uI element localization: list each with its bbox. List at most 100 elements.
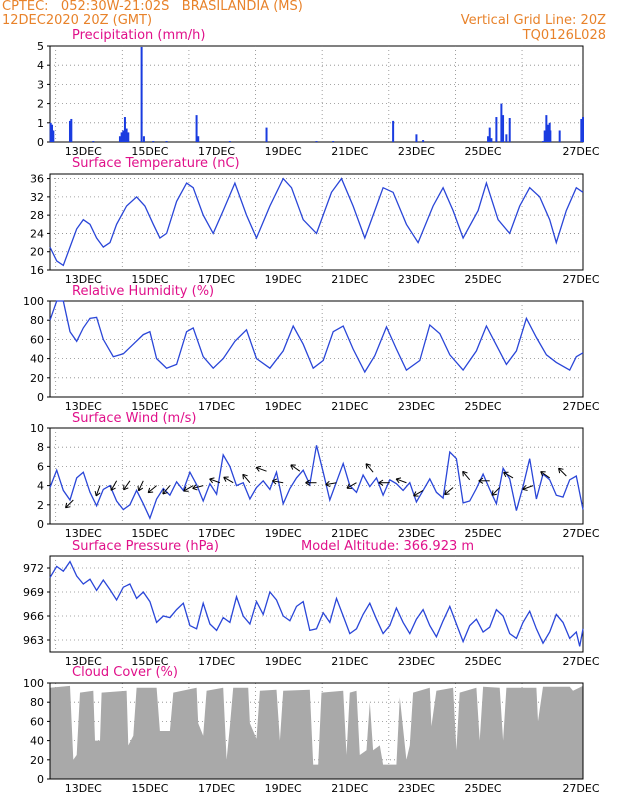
- cloud-ytick-label: 100: [23, 677, 44, 690]
- temp-ytick-label: 32: [30, 191, 44, 204]
- wind-arrow-head: [325, 480, 331, 487]
- temp-title: Surface Temperature (nC): [72, 156, 240, 171]
- wind-arrow: [325, 480, 337, 487]
- wind-arrow-shaft: [123, 480, 131, 491]
- pressure-xtick-label: 27DEC: [562, 655, 599, 668]
- temp-ytick-label: 36: [30, 173, 44, 186]
- wind-arrow: [522, 485, 534, 491]
- cloud-xtick-label: 23DEC: [398, 782, 435, 795]
- wind-ytick-label: 8: [37, 441, 44, 454]
- precip-bar: [392, 120, 395, 142]
- precip-xtick-label: 17DEC: [198, 145, 235, 158]
- temp-ytick-label: 28: [30, 209, 44, 222]
- wind-arrow: [110, 480, 118, 491]
- precip-bar: [70, 118, 73, 142]
- wind-arrow: [255, 465, 267, 472]
- wind-arrow: [491, 487, 501, 496]
- wind-arrow-head: [478, 477, 484, 484]
- precip-bar: [543, 130, 546, 142]
- rh-ytick-label: 20: [30, 372, 44, 385]
- wind-arrow: [305, 479, 317, 486]
- precip-bar: [127, 132, 130, 142]
- pressure-panel: 963 966 969 972 13DEC 15DEC 17DEC 19DEC 21DEC 23D…: [23, 555, 600, 668]
- rh-frame: [49, 300, 584, 398]
- wind-arrow: [478, 477, 490, 484]
- wind-arrow-head: [378, 479, 384, 486]
- wind-arrow-shaft: [110, 480, 118, 491]
- precip-ytick-label: 2: [37, 98, 44, 111]
- wind-ytick-label: 4: [37, 480, 44, 493]
- wind-panel: 0 2 4 6 8 10 13DEC 15DEC 17DEC 19DEC 21DEC 23DEC 25D…: [30, 422, 600, 540]
- precip-bar: [123, 117, 126, 142]
- wind-arrow-head: [558, 467, 564, 474]
- wind-arrow: [147, 485, 157, 494]
- wind-arrow-shaft: [413, 489, 424, 497]
- cloud-ytick-label: 40: [30, 735, 44, 748]
- cloud-ytick-label: 0: [37, 773, 44, 786]
- wind-arrow-head: [192, 484, 198, 491]
- rh-xtick-label: 19DEC: [265, 400, 302, 413]
- precip-xtick-label: 27DEC: [562, 145, 599, 158]
- rh-ytick-label: 100: [23, 295, 44, 308]
- precip-bar: [52, 130, 55, 142]
- precip-bar: [542, 141, 545, 142]
- pressure-ytick-label: 966: [23, 610, 44, 623]
- cloud-xtick-label: 27DEC: [562, 782, 599, 795]
- header-datetime: 12DEC2020 20Z (GMT): [2, 13, 153, 28]
- precip-bar: [315, 141, 318, 142]
- wind-arrow: [444, 487, 454, 496]
- wind-arrow-head: [65, 502, 71, 509]
- wind-arrow-head: [162, 489, 168, 495]
- rh-xtick-label: 17DEC: [198, 400, 235, 413]
- wind-arrow-shaft: [147, 485, 157, 494]
- cloud-ytick-label: 20: [30, 754, 44, 767]
- wind-arrow: [558, 467, 567, 477]
- wind-arrow-shaft: [95, 485, 101, 497]
- header-code: TQ0126L028: [522, 28, 606, 43]
- rh-xtick-label: 13DEC: [65, 400, 102, 413]
- wind-xtick-label: 15DEC: [131, 527, 168, 540]
- rh-xtick-label: 21DEC: [331, 400, 368, 413]
- temp-xtick-label: 25DEC: [465, 273, 502, 286]
- precip-bar: [582, 117, 584, 142]
- precip-bar: [545, 115, 548, 142]
- wind-arrow: [137, 480, 144, 492]
- temp-frame: [49, 173, 584, 271]
- wind-ytick-label: 0: [37, 518, 44, 531]
- precip-bar: [508, 118, 511, 142]
- pressure-ytick-label: 969: [23, 586, 44, 599]
- precip-xtick-label: 25DEC: [465, 145, 502, 158]
- wind-arrow-head: [209, 477, 215, 484]
- wind-arrow-head: [223, 476, 229, 482]
- precip-bar: [488, 127, 491, 142]
- precip-bar: [487, 136, 490, 142]
- wind-arrow-shaft: [540, 471, 550, 479]
- wind-xtick-label: 19DEC: [265, 527, 302, 540]
- wind-arrow-head: [137, 485, 144, 492]
- wind-arrow-shaft: [256, 466, 267, 472]
- wind-ytick-label: 2: [37, 499, 44, 512]
- rh-series-line: [49, 300, 584, 374]
- header-vertical-grid: Vertical Grid Line: 20Z: [460, 13, 606, 28]
- wind-ytick-label: 6: [37, 460, 44, 473]
- wind-arrow-shaft: [290, 464, 301, 472]
- rh-ytick-label: 40: [30, 353, 44, 366]
- temp-xtick-label: 21DEC: [331, 273, 368, 286]
- wind-arrow-head: [540, 471, 546, 477]
- wind-xtick-label: 27DEC: [562, 527, 599, 540]
- pressure-frame: [49, 555, 584, 653]
- temp-ytick-label: 24: [30, 227, 44, 240]
- wind-arrow-head: [94, 490, 101, 497]
- wind-arrow-shaft: [272, 480, 284, 484]
- wind-arrow: [183, 485, 194, 492]
- wind-arrow-shaft: [558, 467, 567, 477]
- temp-xtick-label: 15DEC: [131, 273, 168, 286]
- precip-bar: [50, 124, 53, 142]
- wind-arrow: [365, 463, 374, 473]
- temp-xtick-label: 13DEC: [65, 273, 102, 286]
- precip-bar: [197, 136, 200, 142]
- wind-arrow-head: [110, 485, 116, 491]
- precip-bar: [505, 134, 508, 142]
- temp-xtick-label: 19DEC: [265, 273, 302, 286]
